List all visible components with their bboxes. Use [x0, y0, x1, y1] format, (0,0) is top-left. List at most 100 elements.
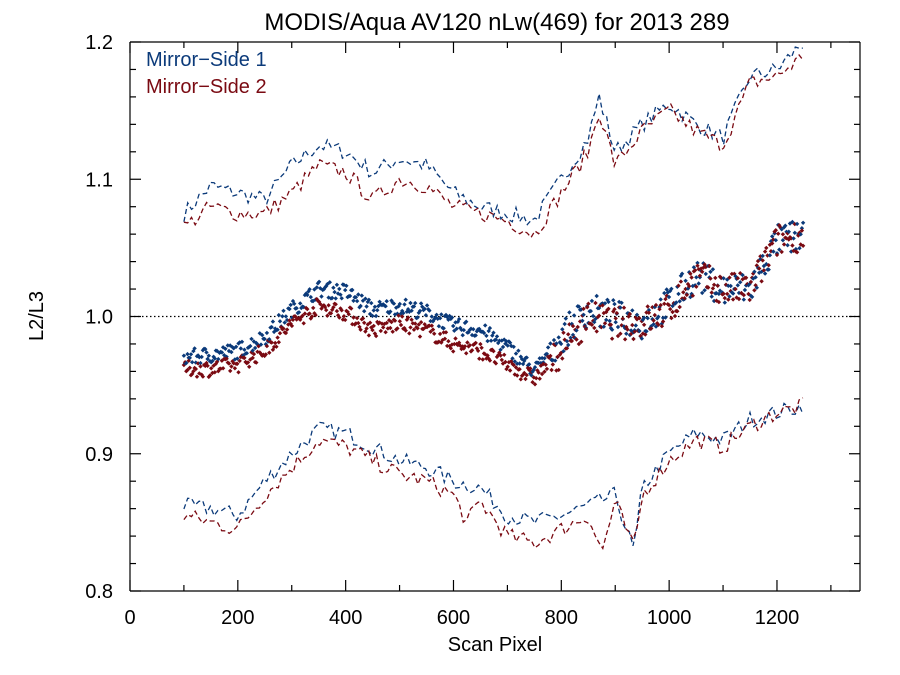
series-2-point: [188, 373, 194, 378]
series-1-point: [619, 300, 624, 305]
series-2-point: [415, 326, 420, 331]
series-2-point: [200, 374, 206, 379]
series-2-point: [663, 296, 668, 302]
series-1-point: [656, 314, 661, 319]
series-1-point: [330, 295, 335, 301]
series-1-point: [741, 297, 746, 302]
series-1-point: [219, 350, 225, 355]
series-2-point: [198, 364, 203, 369]
scatter-points: [181, 219, 806, 387]
series-1-point: [439, 312, 444, 317]
series-2-point: [503, 359, 508, 365]
series-1-point: [548, 341, 553, 346]
series-1-point: [738, 280, 743, 285]
series-2-point: [716, 299, 722, 305]
series-1-point: [276, 312, 281, 318]
x-tick-label: 400: [329, 607, 362, 629]
series-1-point: [644, 329, 649, 334]
series-2-point: [263, 352, 268, 357]
series-1-point: [312, 287, 317, 292]
series-2-point: [700, 269, 705, 274]
series-2-point: [553, 343, 558, 348]
series-1-point: [307, 287, 312, 292]
series-2-point: [719, 275, 724, 280]
series-1-point: [397, 301, 402, 307]
series-2-point: [324, 307, 329, 313]
series-1-point: [422, 306, 427, 312]
series-1-point: [722, 300, 727, 305]
series-1-point: [646, 307, 652, 313]
series-1-point: [371, 308, 376, 313]
series-1-point: [773, 238, 778, 243]
series-1-point: [372, 304, 378, 309]
series-1-point: [558, 341, 564, 347]
series-2-point: [579, 339, 584, 344]
series-2-point: [548, 353, 553, 359]
series-2-point: [326, 303, 331, 308]
series-1-point: [308, 294, 313, 300]
series-1-point: [702, 288, 707, 293]
series-1-point: [561, 349, 566, 354]
series-1-point: [277, 319, 283, 324]
legend-entry-mirror-side-2: Mirror−Side 2: [146, 76, 267, 98]
series-1-point: [760, 253, 765, 259]
series-2-point: [612, 307, 617, 312]
series-1-point: [602, 301, 608, 306]
series-2-point: [515, 373, 520, 378]
series-2-point: [407, 331, 412, 336]
series-2-point: [403, 328, 408, 333]
series-2-point: [283, 330, 289, 336]
series-2-point: [349, 306, 354, 311]
series-1-point: [612, 301, 617, 307]
series-1-point: [759, 269, 764, 274]
series-2-point: [442, 336, 448, 341]
series-2-point: [681, 290, 686, 295]
series-2-point: [577, 319, 583, 324]
series-2-point: [593, 300, 598, 306]
series-1-point: [305, 292, 310, 298]
series-1-point: [327, 280, 332, 285]
series-2-point: [786, 237, 791, 242]
series-2-point: [251, 351, 257, 357]
series-1-point: [375, 308, 380, 313]
series-1-point: [694, 275, 699, 280]
series-2-point: [530, 380, 535, 385]
y-axis-label: L2/L3: [26, 291, 48, 341]
series-1-point: [350, 287, 355, 293]
series-1-point: [424, 303, 430, 308]
series-2-point: [411, 327, 417, 332]
series-1-point: [333, 296, 338, 301]
series-1-point: [590, 313, 596, 319]
series-2-point: [581, 306, 586, 311]
series-1-point: [588, 308, 593, 314]
series-1-point: [633, 323, 638, 328]
series-1-point: [520, 361, 526, 367]
series-1-point: [190, 360, 195, 365]
series-2-point: [790, 243, 795, 248]
series-2-point: [754, 263, 759, 268]
series-1-point: [695, 260, 700, 266]
series-1-point: [730, 291, 736, 296]
series-1-point: [753, 275, 758, 280]
series-2-point: [480, 357, 485, 362]
series-1-point: [369, 300, 374, 306]
series-2-point: [759, 279, 764, 284]
series-1-point: [791, 236, 796, 241]
series-2-point: [698, 266, 704, 271]
series-1-point: [235, 356, 240, 361]
series-2-point: [601, 310, 606, 316]
series-1-point: [225, 343, 230, 348]
series-1-point: [634, 312, 640, 317]
series-1-point: [742, 287, 748, 293]
series-1-point: [563, 316, 568, 321]
series-2-upper-line: [183, 54, 804, 239]
series-1-point: [351, 298, 356, 303]
y-tick-label: 0.8: [85, 581, 113, 603]
series-2-point: [613, 316, 618, 321]
series-1-point: [735, 283, 740, 288]
series-2-point: [598, 303, 603, 308]
series-1-point: [594, 293, 599, 299]
series-1-point: [316, 279, 322, 284]
series-2-point: [536, 370, 541, 375]
series-2-point: [672, 313, 678, 319]
